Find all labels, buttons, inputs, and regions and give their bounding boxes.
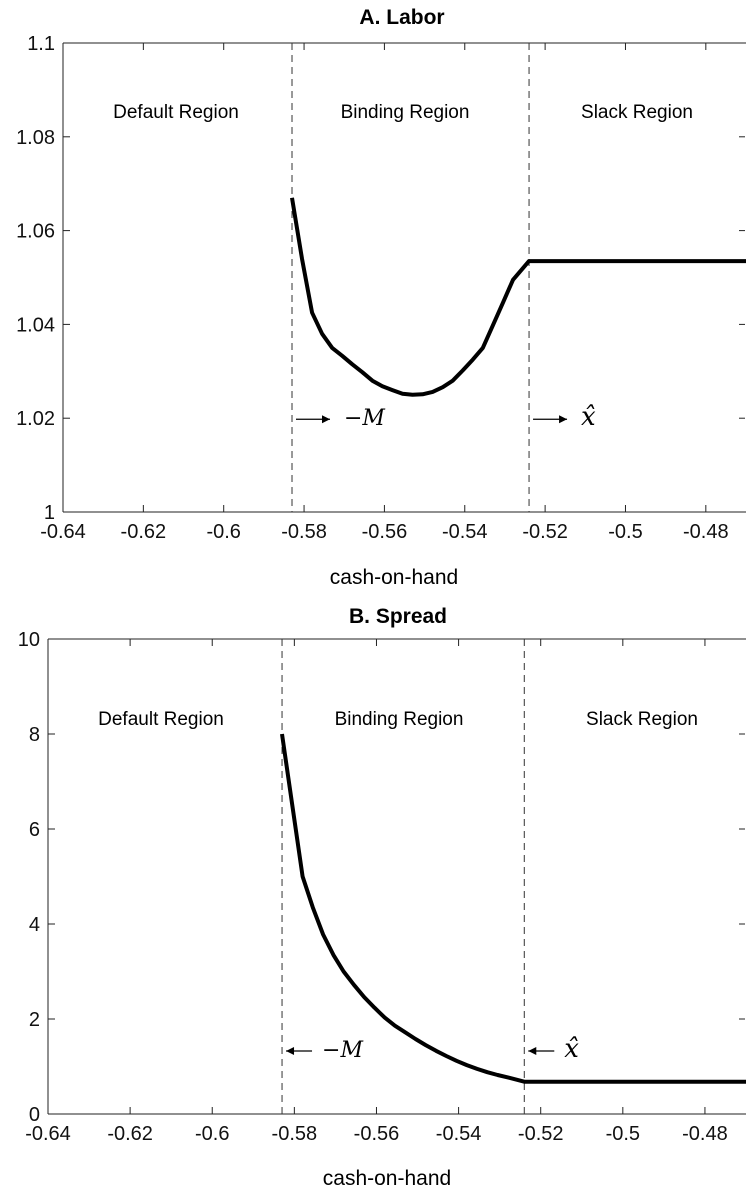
x-axis-label: cash-on-hand xyxy=(323,1167,451,1190)
x-tick-label: -0.56 xyxy=(354,1123,400,1145)
x-tick-label: -0.52 xyxy=(518,1123,564,1145)
x-tick-label: -0.5 xyxy=(606,1123,640,1145)
annotation-label: x̂ xyxy=(564,1034,579,1064)
y-tick-label: 1.02 xyxy=(16,408,55,430)
x-tick-label: -0.54 xyxy=(436,1123,482,1145)
annotation-arrowhead xyxy=(322,415,331,424)
x-tick-label: -0.64 xyxy=(40,521,86,543)
y-tick-label: 1.04 xyxy=(16,314,55,336)
x-tick-label: -0.64 xyxy=(25,1123,71,1145)
panel-labor: A. Labor Default Region Binding Region S… xyxy=(16,6,746,589)
x-tick-label: -0.62 xyxy=(121,521,167,543)
x-tick-label: -0.48 xyxy=(682,1123,728,1145)
annotation-arrowhead xyxy=(559,415,568,424)
y-tick-label: 2 xyxy=(29,1009,40,1031)
x-tick-label: -0.54 xyxy=(442,521,488,543)
y-tick-label: 6 xyxy=(29,819,40,841)
chart-title: B. Spread xyxy=(349,605,447,628)
annotation-arrowhead xyxy=(286,1047,295,1055)
x-tick-label: -0.5 xyxy=(608,521,642,543)
region-label-default: Default Region xyxy=(98,709,224,730)
annotation-arrowhead xyxy=(528,1047,537,1055)
x-tick-label: -0.58 xyxy=(272,1123,318,1145)
x-tick-label: -0.6 xyxy=(195,1123,229,1145)
y-tick-label: 1.08 xyxy=(16,127,55,149)
y-tick-label: 1.06 xyxy=(16,221,55,243)
panel-spread: B. Spread Default Region Binding Region … xyxy=(18,605,746,1190)
x-tick-label: -0.56 xyxy=(362,521,408,543)
x-tick-label: -0.62 xyxy=(107,1123,153,1145)
y-tick-label: 8 xyxy=(29,724,40,746)
y-tick-label: 10 xyxy=(18,629,40,651)
chart-title: A. Labor xyxy=(359,6,444,29)
region-label-binding: Binding Region xyxy=(335,709,464,730)
y-tick-label: 1.1 xyxy=(27,33,55,55)
series-line xyxy=(280,733,746,1084)
region-label-default: Default Region xyxy=(113,102,239,123)
x-tick-label: -0.52 xyxy=(522,521,568,543)
region-label-binding: Binding Region xyxy=(341,102,470,123)
y-tick-label: 1 xyxy=(44,502,55,524)
x-tick-label: -0.58 xyxy=(281,521,327,543)
x-axis-label: cash-on-hand xyxy=(330,566,458,589)
annotation-label: −M xyxy=(322,1038,363,1063)
series-line xyxy=(290,197,746,397)
y-tick-label: 4 xyxy=(29,914,40,936)
region-label-slack: Slack Region xyxy=(581,102,693,123)
x-tick-label: -0.6 xyxy=(206,521,240,543)
y-tick-label: 0 xyxy=(29,1104,40,1126)
annotation-label: −M xyxy=(344,406,385,431)
region-label-slack: Slack Region xyxy=(586,709,698,730)
annotation-label: x̂ xyxy=(581,402,596,432)
x-tick-label: -0.48 xyxy=(683,521,729,543)
